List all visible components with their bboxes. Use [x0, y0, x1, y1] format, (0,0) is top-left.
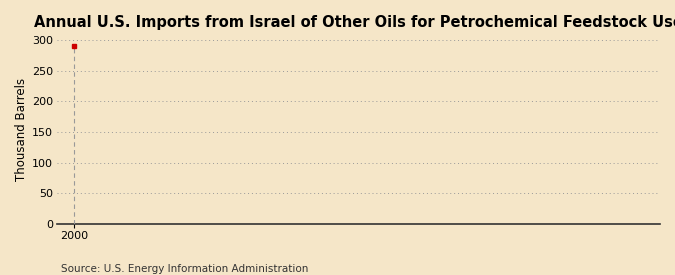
Text: Source: U.S. Energy Information Administration: Source: U.S. Energy Information Administ… [61, 264, 308, 274]
Title: Annual U.S. Imports from Israel of Other Oils for Petrochemical Feedstock Use: Annual U.S. Imports from Israel of Other… [34, 15, 675, 30]
Y-axis label: Thousand Barrels: Thousand Barrels [15, 78, 28, 181]
